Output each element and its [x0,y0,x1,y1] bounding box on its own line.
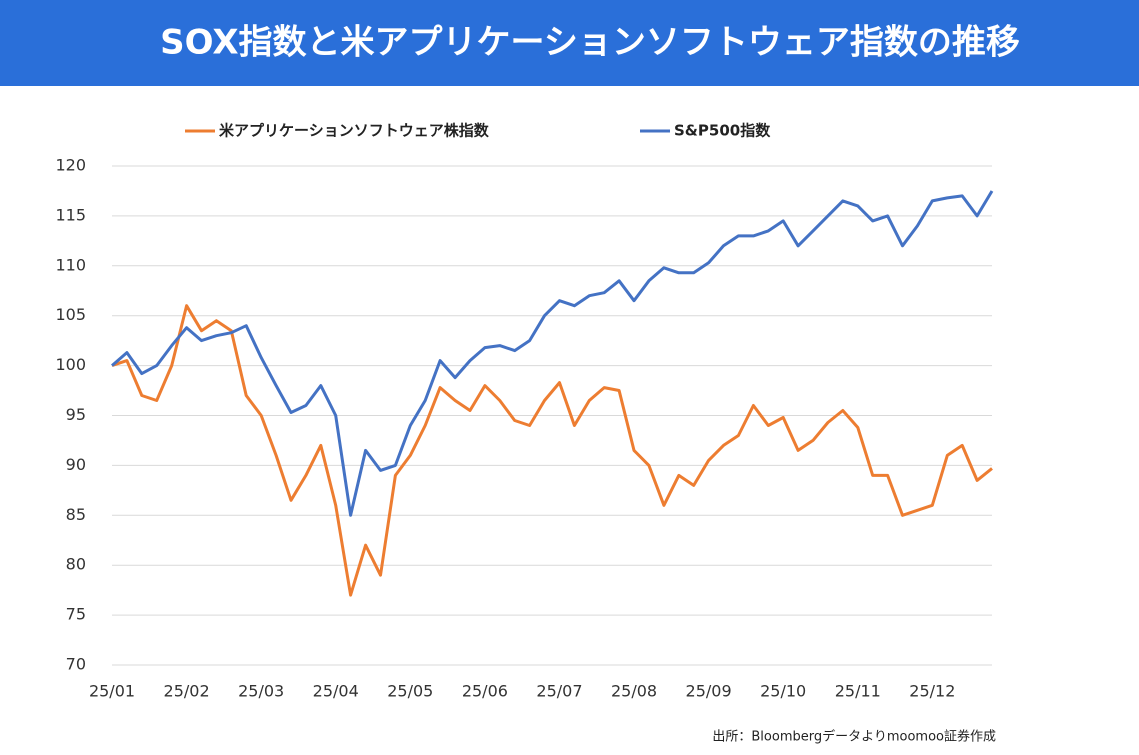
y-tick-label: 105 [55,305,86,324]
x-tick-label: 25/02 [164,682,210,701]
x-tick-label: 25/04 [313,682,359,701]
y-tick-label: 75 [66,605,86,624]
x-tick-label: 25/08 [611,682,657,701]
y-tick-label: 115 [55,205,86,224]
x-tick-label: 25/05 [387,682,433,701]
source: 出所：Bloombergデータよりmoomoo証券作成 [712,729,996,745]
y-tick-label: 90 [66,455,86,474]
x-tick-label: 25/12 [909,682,955,701]
y-tick-label: 110 [55,255,86,274]
x-tick-label: 25/10 [760,682,806,701]
legend-label: S&P500指数 [674,122,771,140]
x-tick-label: 25/03 [238,682,284,701]
y-tick-label: 70 [66,655,86,674]
x-tick-label: 25/07 [536,682,582,701]
legend-label: 米アプリケーションソフトウェア株指数 [219,122,490,140]
series-line [111,304,993,597]
x-tick-label: 25/11 [835,682,881,701]
series-line [111,190,994,517]
y-tick-label: 100 [55,355,86,374]
title-bar [0,0,1139,86]
x-tick-label: 25/09 [686,682,732,701]
y-tick-label: 120 [55,156,86,175]
x-tick-label: 25/06 [462,682,508,701]
y-tick-label: 80 [66,555,86,574]
y-tick-label: 85 [66,505,86,524]
title: SOX指数と米アプリケーションソフトウェア指数の推移 [160,23,1020,63]
x-tick-label: 25/01 [89,682,135,701]
y-tick-label: 95 [66,405,86,424]
